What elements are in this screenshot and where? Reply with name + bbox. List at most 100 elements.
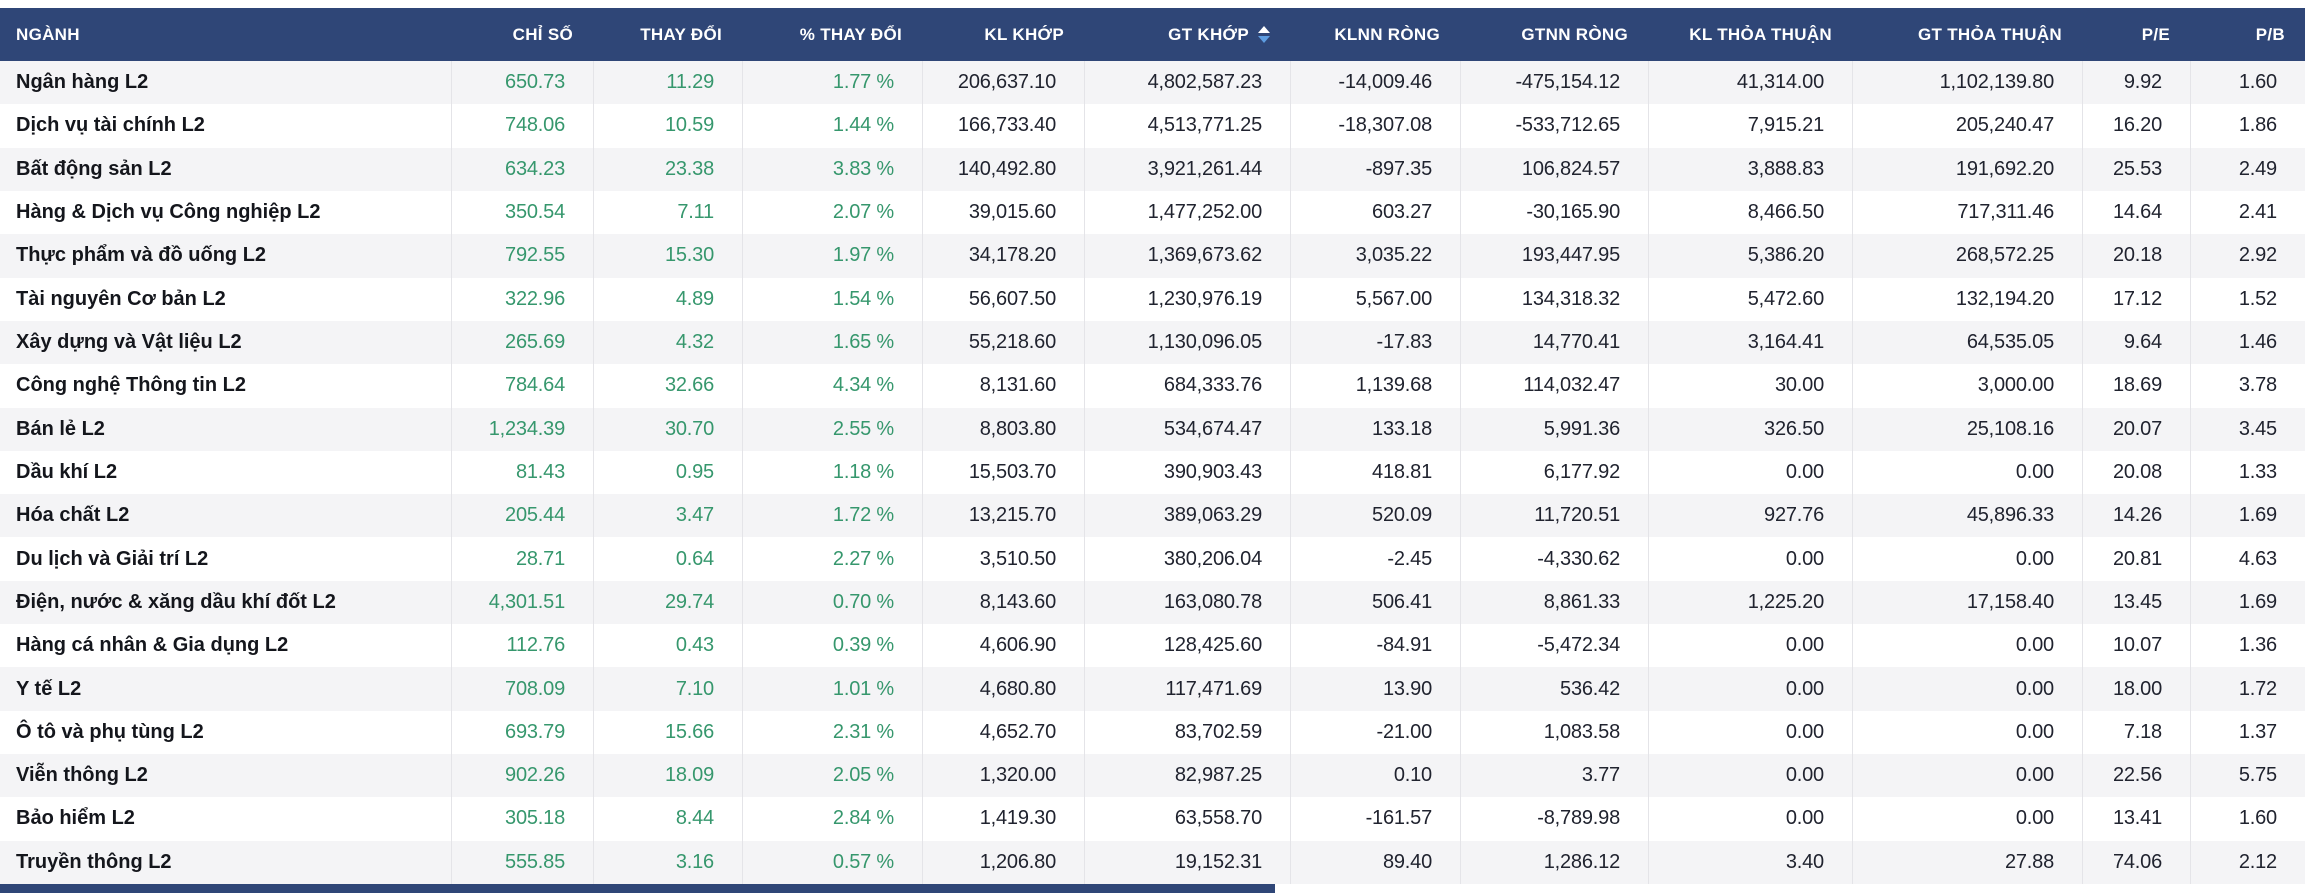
table-row[interactable]: Truyền thông L2 555.85 3.16 0.57 % 1,206.80 1… — [0, 840, 2305, 884]
cell-pb: 2.49 — [2190, 147, 2305, 191]
sector-name-cell: Ngân hàng L2 — [16, 71, 149, 94]
table-row[interactable]: Bất động sản L2 634.23 23.38 3.83 % 140,492.… — [0, 147, 2305, 191]
cell-gtnn-rong: 106,824.57 — [1460, 147, 1648, 191]
cell-gt-khop: 1,477,252.00 — [1084, 190, 1290, 235]
cell-pe: 14.64 — [2082, 190, 2190, 235]
cell-chi-so: 792.55 — [451, 234, 593, 278]
cell-pct-thay-doi: 1.18 % — [742, 450, 922, 495]
column-header-pb[interactable]: P/B — [2190, 8, 2305, 61]
table-row[interactable]: Ô tô và phụ tùng L2 693.79 15.66 2.31 % 4,65… — [0, 710, 2305, 754]
cell-gt-khop: 117,471.69 — [1084, 667, 1290, 711]
table-row[interactable]: Dầu khí L2 81.43 0.95 1.18 % 15,503.70 390,90… — [0, 450, 2305, 495]
table-row[interactable]: Bảo hiểm L2 305.18 8.44 2.84 % 1,419.30 63,55… — [0, 797, 2305, 841]
cell-kl-khop: 34,178.20 — [922, 234, 1084, 278]
cell-kl-thoa-thuan: 3.40 — [1648, 840, 1852, 884]
column-header-kl-khop[interactable]: KL KHỚP — [922, 8, 1084, 61]
cell-gtnn-rong: -533,712.65 — [1460, 104, 1648, 148]
table-row[interactable]: Công nghệ Thông tin L2 784.64 32.66 4.34 % 8… — [0, 364, 2305, 408]
cell-pb: 5.75 — [2190, 754, 2305, 798]
column-header-chi-so[interactable]: CHỈ SỐ — [451, 8, 593, 61]
table-row[interactable]: Điện, nước & xăng dầu khí đốt L2 4,301.51… — [0, 580, 2305, 625]
cell-kl-thoa-thuan: 3,164.41 — [1648, 320, 1852, 365]
cell-chi-so: 748.06 — [451, 104, 593, 148]
table-row[interactable]: Du lịch và Giải trí L2 28.71 0.64 2.27 % 3,5… — [0, 537, 2305, 581]
column-header-gtnn-rong[interactable]: GTNN RÒNG — [1460, 8, 1648, 61]
cell-kl-khop: 206,637.10 — [922, 61, 1084, 105]
table-row[interactable]: Hóa chất L2 205.44 3.47 1.72 % 13,215.70 389,… — [0, 494, 2305, 538]
cell-thay-doi: 0.64 — [593, 537, 742, 581]
table-row[interactable]: Hàng cá nhân & Gia dụng L2 112.76 0.43 0.39… — [0, 624, 2305, 668]
table-body: Ngân hàng L2 650.73 11.29 1.77 % 206,637.10 4… — [0, 61, 2305, 884]
cell-pb: 2.41 — [2190, 190, 2305, 235]
table-row[interactable]: Y tế L2 708.09 7.10 1.01 % 4,680.80 117,471.6… — [0, 667, 2305, 711]
cell-gt-khop: 380,206.04 — [1084, 537, 1290, 581]
cell-gt-thoa-thuan: 0.00 — [1852, 624, 2082, 668]
cell-pb: 1.69 — [2190, 494, 2305, 538]
column-header-pe[interactable]: P/E — [2082, 8, 2190, 61]
column-header-gt-khop[interactable]: GT KHỚP — [1084, 8, 1290, 61]
cell-pct-thay-doi: 1.01 % — [742, 667, 922, 711]
cell-thay-doi: 30.70 — [593, 407, 742, 451]
cell-klnn-rong: 13.90 — [1290, 667, 1460, 711]
table-row[interactable]: Thực phẩm và đồ uống L2 792.55 15.30 1.97 %… — [0, 234, 2305, 278]
column-header-klnn-rong[interactable]: KLNN RÒNG — [1290, 8, 1460, 61]
cell-chi-so: 555.85 — [451, 840, 593, 884]
cell-gtnn-rong: -5,472.34 — [1460, 624, 1648, 668]
cell-chi-so: 265.69 — [451, 320, 593, 365]
cell-thay-doi: 4.32 — [593, 320, 742, 365]
cell-gt-khop: 390,903.43 — [1084, 450, 1290, 495]
cell-kl-khop: 55,218.60 — [922, 320, 1084, 365]
table-row[interactable]: Tài nguyên Cơ bản L2 322.96 4.89 1.54 % 56,6… — [0, 277, 2305, 321]
cell-thay-doi: 7.11 — [593, 190, 742, 235]
cell-pct-thay-doi: 1.97 % — [742, 234, 922, 278]
column-header-label: P/B — [2255, 24, 2285, 44]
cell-gt-khop: 128,425.60 — [1084, 624, 1290, 668]
column-header-label: KL KHỚP — [984, 24, 1064, 44]
sort-down-arrow — [1258, 36, 1270, 43]
cell-chi-so: 322.96 — [451, 277, 593, 321]
cell-gt-thoa-thuan: 45,896.33 — [1852, 494, 2082, 538]
cell-kl-thoa-thuan: 41,314.00 — [1648, 61, 1852, 105]
cell-pct-thay-doi: 2.05 % — [742, 754, 922, 798]
cell-thay-doi: 10.59 — [593, 104, 742, 148]
cell-gt-thoa-thuan: 27.88 — [1852, 840, 2082, 884]
cell-gtnn-rong: 193,447.95 — [1460, 234, 1648, 278]
cell-pb: 3.78 — [2190, 364, 2305, 408]
sector-name-cell: Dầu khí L2 — [16, 460, 118, 483]
cell-chi-so: 634.23 — [451, 147, 593, 191]
table-row[interactable]: Hàng & Dịch vụ Công nghiệp L2 350.54 7.11 2… — [0, 190, 2305, 235]
table-row[interactable]: Viễn thông L2 902.26 18.09 2.05 % 1,320.00 82… — [0, 754, 2305, 798]
cell-pe: 74.06 — [2082, 840, 2190, 884]
cell-thay-doi: 18.09 — [593, 754, 742, 798]
column-header-thay-doi[interactable]: THAY ĐỔI — [593, 8, 742, 61]
cell-klnn-rong: 5,567.00 — [1290, 277, 1460, 321]
cell-kl-khop: 8,131.60 — [922, 364, 1084, 408]
cell-thay-doi: 8.44 — [593, 797, 742, 841]
column-header-label: GT KHỚP — [1168, 24, 1249, 44]
cell-thay-doi: 15.30 — [593, 234, 742, 278]
cell-klnn-rong: -897.35 — [1290, 147, 1460, 191]
column-header-gt-thoa-thuan[interactable]: GT THỎA THUẬN — [1852, 8, 2082, 61]
cell-gt-khop: 82,987.25 — [1084, 754, 1290, 798]
horizontal-scrollbar[interactable] — [0, 884, 2305, 893]
column-header-nganh[interactable]: NGÀNH — [0, 8, 451, 61]
cell-klnn-rong: -21.00 — [1290, 710, 1460, 754]
sector-name-cell: Hóa chất L2 — [16, 504, 130, 527]
cell-pe: 22.56 — [2082, 754, 2190, 798]
cell-pe: 25.53 — [2082, 147, 2190, 191]
table-row[interactable]: Bán lẻ L2 1,234.39 30.70 2.55 % 8,803.80 534,… — [0, 407, 2305, 451]
cell-gt-thoa-thuan: 3,000.00 — [1852, 364, 2082, 408]
cell-pct-thay-doi: 1.65 % — [742, 320, 922, 365]
table-row[interactable]: Ngân hàng L2 650.73 11.29 1.77 % 206,637.10 4… — [0, 61, 2305, 105]
horizontal-scrollbar-thumb[interactable] — [0, 884, 1275, 893]
cell-chi-so: 693.79 — [451, 710, 593, 754]
cell-pct-thay-doi: 2.31 % — [742, 710, 922, 754]
table-row[interactable]: Dịch vụ tài chính L2 748.06 10.59 1.44 % 166… — [0, 104, 2305, 148]
table-row[interactable]: Xây dựng và Vật liệu L2 265.69 4.32 1.65 % 5… — [0, 320, 2305, 365]
sector-name-cell: Y tế L2 — [16, 677, 82, 700]
cell-kl-thoa-thuan: 0.00 — [1648, 624, 1852, 668]
column-header-pct-thay-doi[interactable]: % THAY ĐỔI — [742, 8, 922, 61]
column-header-kl-thoa-thuan[interactable]: KL THỎA THUẬN — [1648, 8, 1852, 61]
cell-thay-doi: 23.38 — [593, 147, 742, 191]
cell-klnn-rong: 133.18 — [1290, 407, 1460, 451]
